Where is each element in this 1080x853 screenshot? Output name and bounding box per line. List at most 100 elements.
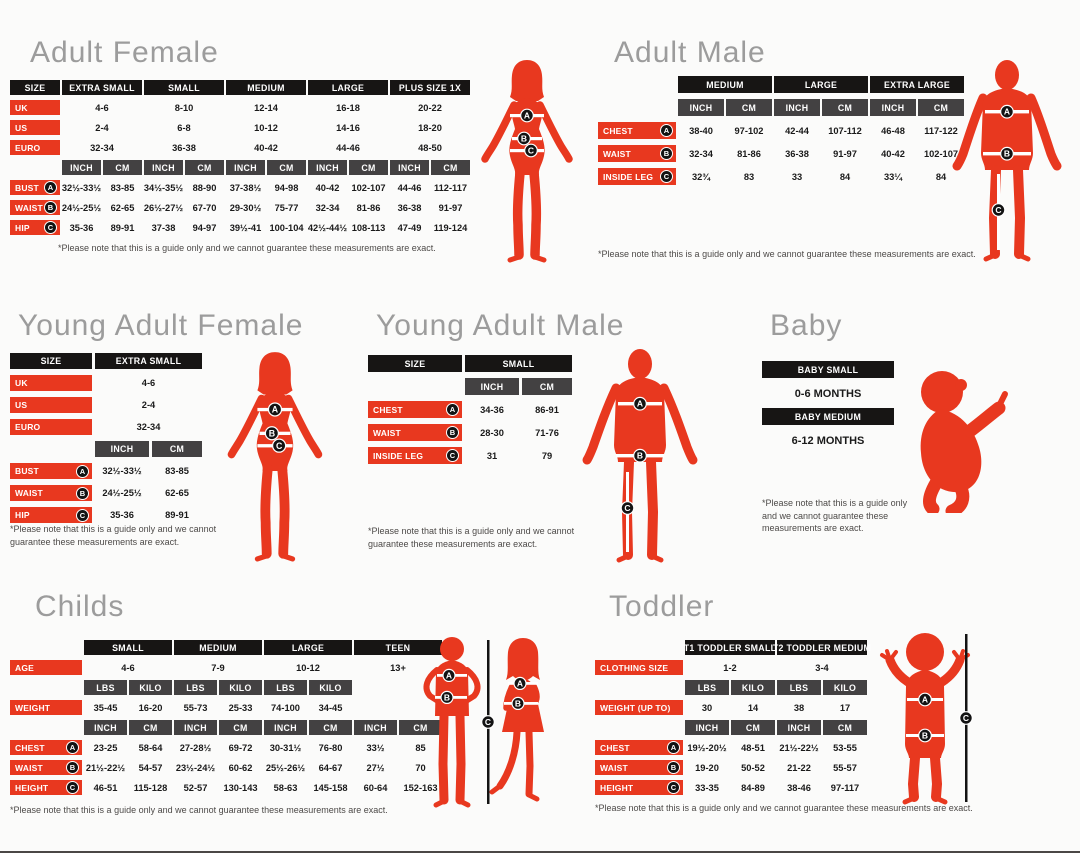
spacer-cell	[368, 378, 462, 395]
spacer-cell	[598, 76, 676, 93]
value-cell: 32½-33½	[102, 466, 142, 476]
row-label-text: HIP	[15, 510, 30, 520]
value-cell: 30-31½	[269, 742, 302, 753]
value-cell: 91-97	[833, 148, 857, 159]
value-cell: 37-38	[151, 222, 176, 233]
value-cell: 3-4	[815, 662, 829, 673]
inside-leg-marker: C	[991, 203, 1006, 217]
toddler-table: T1 TODDLER SMALL T2 TODDLER MEDIUM CLOTH…	[595, 640, 871, 795]
toddler-figure: A B C	[880, 633, 973, 805]
badge: A	[66, 741, 79, 754]
value-cell: 70	[415, 762, 426, 773]
value-cell: 89-91	[165, 510, 189, 520]
badge: C	[660, 170, 673, 183]
unit-header: LBS	[685, 680, 729, 695]
adult-male-section: Adult Male MEDIUM LARGE EXTRA LARGE INCH…	[598, 30, 1080, 285]
value-cell: 36-38	[785, 148, 809, 159]
row-label-text: WAIST	[15, 202, 43, 213]
unit-header: INCH	[774, 99, 820, 116]
badge: C	[44, 221, 57, 234]
value-cell: 44-46	[336, 142, 360, 153]
value-cell: 76-80	[318, 742, 343, 753]
bust-marker: A	[267, 402, 283, 417]
column-header: LARGE	[264, 640, 352, 655]
young-adult-male-figure: A B C	[582, 349, 698, 563]
value-cell: 19-20	[695, 762, 719, 773]
unit-header: INCH	[144, 160, 183, 175]
section-title: Toddler	[609, 590, 715, 623]
adult-male-table: MEDIUM LARGE EXTRA LARGE INCH CM INCH CM…	[598, 76, 964, 185]
row-label: CLOTHING SIZE	[595, 660, 683, 675]
baby-figure	[920, 371, 1008, 513]
page-bottom-edge	[0, 851, 1080, 853]
value-cell: 4-6	[141, 378, 156, 388]
value-cell: 52-57	[183, 782, 208, 793]
row-label: WAIST B	[10, 485, 92, 501]
column-header: SMALL	[465, 355, 572, 372]
row-label: US	[10, 397, 92, 413]
spacer-cell	[354, 680, 397, 695]
unit-header: CM	[185, 160, 224, 175]
row-label: WAIST B	[10, 760, 82, 775]
column-header: PLUS SIZE 1X	[390, 80, 470, 95]
row-label: EURO	[10, 140, 60, 155]
badge: C	[446, 449, 459, 462]
note-text: *Please note that this is a guide only a…	[762, 498, 908, 534]
row-label-text: WAIST	[600, 762, 628, 773]
value-cell: 27½	[366, 762, 385, 773]
section-title: Baby	[770, 309, 843, 342]
row-label: EURO	[10, 419, 92, 435]
value-cell: 30	[701, 702, 713, 713]
column-header: MEDIUM	[226, 80, 306, 95]
value-cell: 4-6	[121, 662, 135, 673]
value-cell: 18-20	[418, 122, 442, 133]
value-cell: 115-128	[133, 782, 168, 793]
badge: B	[667, 761, 680, 774]
value-cell: 36-38	[397, 202, 422, 213]
svg-text:A: A	[637, 399, 643, 409]
value-cell: 20-22	[418, 102, 442, 113]
value-cell: 117-122	[924, 125, 958, 136]
section-title: Childs	[35, 590, 125, 623]
unit-header: INCH	[678, 99, 724, 116]
adult-female-section: Adult Female SIZE EXTRA SMALL SMALL MEDI…	[10, 30, 595, 285]
value-cell: 100-104	[269, 222, 304, 233]
column-header: T2 TODDLER MEDIUM	[773, 640, 871, 655]
svg-text:A: A	[446, 670, 452, 680]
value-cell: 47-49	[397, 222, 422, 233]
value-cell: 53-55	[833, 742, 857, 753]
boy-waist-marker: B	[440, 690, 454, 705]
unit-header: KILO	[309, 680, 352, 695]
waist-marker: B	[633, 448, 647, 463]
value-cell: 108-113	[351, 222, 386, 233]
value-cell: 12-14	[254, 102, 278, 113]
column-header: T1 TODDLER SMALL	[684, 640, 776, 655]
young-adult-female-section: Young Adult Female SIZE EXTRA SMALL UK 4…	[10, 305, 365, 570]
value-cell: 67-70	[192, 202, 217, 213]
unit-header: CM	[399, 720, 442, 735]
unit-header: CM	[731, 720, 775, 735]
inside-leg-marker: C	[620, 501, 635, 515]
value-cell: 4-6	[95, 102, 109, 113]
value-cell: 35-36	[69, 222, 94, 233]
section-title: Adult Female	[30, 36, 219, 69]
value-cell: 89-91	[110, 222, 135, 233]
row-label: WAIST B	[595, 760, 683, 775]
unit-header: INCH	[354, 720, 397, 735]
value-cell: 2-4	[141, 400, 156, 410]
value-cell: 88-90	[192, 182, 217, 193]
spacer-cell	[10, 680, 82, 695]
value-cell: 112-117	[433, 182, 468, 193]
value-cell: 34-36	[480, 404, 504, 415]
column-header: BABY SMALL	[762, 361, 894, 378]
svg-text:B: B	[521, 134, 527, 144]
value-cell: 29-30½	[229, 202, 262, 213]
value-cell: 32-34	[315, 202, 340, 213]
unit-header: LBS	[777, 680, 821, 695]
value-cell: 35-36	[110, 510, 134, 520]
value-cell: 58-64	[138, 742, 163, 753]
value-cell: 10-12	[254, 122, 278, 133]
value-cell: 102-107	[923, 148, 959, 159]
section-title: Young Adult Female	[18, 309, 304, 342]
girl-chest-marker: A	[513, 676, 527, 691]
